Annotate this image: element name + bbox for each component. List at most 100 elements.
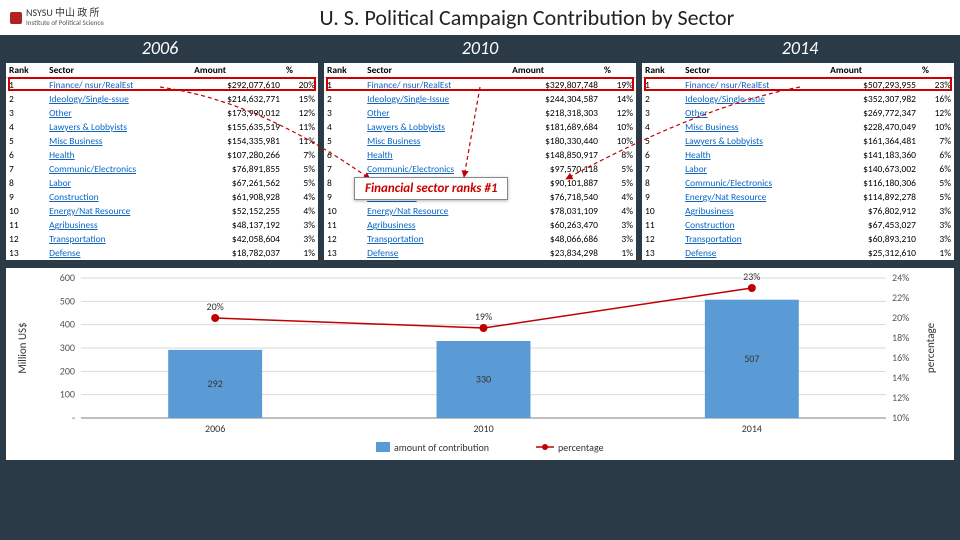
table-row: 5Misc Business$154,335,98111% [6, 134, 318, 148]
cell: $107,280,266 [191, 148, 283, 162]
tables-row: RankSectorAmount%1Finance/ nsur/RealEst$… [0, 61, 960, 262]
cell: 1 [6, 78, 46, 93]
table-row: 1Finance/ nsur/RealEst$292,077,61020% [6, 78, 318, 93]
cell: 4 [642, 120, 682, 134]
table-row: 11Agribusiness$48,137,1923% [6, 218, 318, 232]
svg-text:507: 507 [744, 352, 759, 365]
cell: Ideology/Single-ssue [46, 92, 191, 106]
cell: 7 [642, 162, 682, 176]
svg-text:16%: 16% [892, 351, 909, 364]
cell: Health [364, 148, 509, 162]
svg-text:12%: 12% [892, 391, 909, 404]
cell: Ideology/Single-ssue [682, 92, 827, 106]
cell: 11% [283, 134, 318, 148]
cell: 1 [324, 78, 364, 93]
cell: Transportation [364, 232, 509, 246]
cell: Energy/Nat Resource [682, 190, 827, 204]
table-row: 12Transportation$48,066,6863% [324, 232, 636, 246]
svg-text:300: 300 [60, 341, 75, 354]
table-2006-wrap: RankSectorAmount%1Finance/ nsur/RealEst$… [6, 63, 318, 260]
cell: 10 [6, 204, 46, 218]
cell: 10 [324, 204, 364, 218]
cell: $214,632,771 [191, 92, 283, 106]
cell: 6 [642, 148, 682, 162]
svg-text:20%: 20% [892, 311, 909, 324]
cell: Transportation [46, 232, 191, 246]
table-row: 10Agribusiness$76,802,9123% [642, 204, 954, 218]
svg-text:19%: 19% [475, 310, 492, 323]
table-row: 7Labor$140,673,0026% [642, 162, 954, 176]
svg-text:amount of contribution: amount of contribution [394, 441, 489, 454]
table-row: 2Ideology/Single-ssue$352,307,98216% [642, 92, 954, 106]
cell: 5 [642, 134, 682, 148]
table-row: 6Health$141,183,3606% [642, 148, 954, 162]
table-row: 3Other$218,318,30312% [324, 106, 636, 120]
cell: 12 [6, 232, 46, 246]
org-name-top: NSYSU 中山 政 所 [26, 8, 104, 18]
table-row: 2Ideology/Single-ssue$214,632,77115% [6, 92, 318, 106]
cell: Health [682, 148, 827, 162]
cell: 5 [324, 134, 364, 148]
col-header: % [919, 63, 954, 78]
cell: $352,307,982 [827, 92, 919, 106]
cell: 5% [919, 176, 954, 190]
cell: 5% [601, 162, 636, 176]
cell: 4% [601, 190, 636, 204]
callout-financial-rank1: Financial sector ranks #1 [354, 177, 508, 200]
cell: Finance/ nsur/RealEst [46, 78, 191, 93]
cell: Lawyers & Lobbyists [682, 134, 827, 148]
cell: 9 [642, 190, 682, 204]
cell: 11% [283, 120, 318, 134]
col-header: Rank [642, 63, 682, 78]
year-label-2006: 2006 [0, 35, 320, 61]
cell: $218,318,303 [509, 106, 601, 120]
table-row: 8Communic/Electronics$116,180,3065% [642, 176, 954, 190]
cell: $61,908,928 [191, 190, 283, 204]
year-label-2014: 2014 [640, 35, 960, 61]
cell: Agribusiness [364, 218, 509, 232]
cell: $140,673,002 [827, 162, 919, 176]
cell: Other [46, 106, 191, 120]
cell: 4% [601, 204, 636, 218]
cell: $244,304,587 [509, 92, 601, 106]
cell: $76,802,912 [827, 204, 919, 218]
org-name-sub: Institute of Political Science [26, 18, 104, 27]
cell: $78,031,109 [509, 204, 601, 218]
table-row: 12Transportation$60,893,2103% [642, 232, 954, 246]
cell: 10% [601, 120, 636, 134]
cell: 6% [919, 148, 954, 162]
cell: 1% [283, 246, 318, 260]
cell: 3% [919, 218, 954, 232]
svg-text:Million US$: Million US$ [16, 322, 29, 373]
cell: $67,261,562 [191, 176, 283, 190]
cell: $18,782,037 [191, 246, 283, 260]
cell: 1 [642, 78, 682, 93]
col-header: % [283, 63, 318, 78]
cell: 2 [324, 92, 364, 106]
cell: 2 [6, 92, 46, 106]
svg-text:14%: 14% [892, 371, 909, 384]
table-row: 5Misc Business$180,330,44010% [324, 134, 636, 148]
cell: 19% [601, 78, 636, 93]
table-row: 8Labor$67,261,5625% [6, 176, 318, 190]
cell: $76,718,540 [509, 190, 601, 204]
svg-text:-: - [72, 411, 75, 424]
svg-text:330: 330 [476, 373, 491, 386]
cell: 13 [324, 246, 364, 260]
cell: Labor [46, 176, 191, 190]
cell: 7% [919, 134, 954, 148]
cell: 3% [919, 232, 954, 246]
table-row: 6Health$148,850,9178% [324, 148, 636, 162]
table-row: 1Finance/ nsur/RealEst$507,293,95523% [642, 78, 954, 93]
svg-text:22%: 22% [892, 291, 909, 304]
cell: 10% [601, 134, 636, 148]
table-row: 4Lawyers & Lobbyists$155,635,51911% [6, 120, 318, 134]
table-row: 3Other$269,772,34712% [642, 106, 954, 120]
cell: Communic/Electronics [364, 162, 509, 176]
cell: $52,152,255 [191, 204, 283, 218]
svg-text:percentage: percentage [924, 322, 937, 373]
cell: 5% [283, 176, 318, 190]
year-labels-row: 2006 2010 2014 [0, 35, 960, 61]
cell: $76,891,855 [191, 162, 283, 176]
cell: 12% [283, 106, 318, 120]
